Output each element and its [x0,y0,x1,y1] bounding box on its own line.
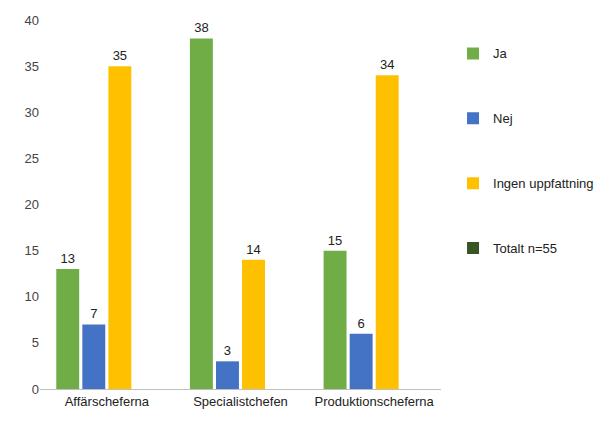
svg-text:Affärscheferna: Affärscheferna [65,394,150,409]
svg-text:34: 34 [380,57,394,72]
svg-text:Specialistchefen: Specialistchefen [193,394,288,409]
svg-text:6: 6 [358,316,365,331]
svg-text:35: 35 [25,59,39,74]
svg-text:7: 7 [90,306,97,321]
svg-text:0: 0 [32,382,39,397]
svg-text:5: 5 [32,335,39,350]
svg-text:38: 38 [194,20,208,35]
svg-text:Nej: Nej [493,111,513,126]
svg-text:35: 35 [113,48,127,63]
svg-text:20: 20 [25,197,39,212]
svg-text:3: 3 [224,343,231,358]
svg-text:Ingen uppfattning: Ingen uppfattning [493,176,593,191]
svg-text:13: 13 [61,251,75,266]
svg-text:14: 14 [246,242,260,257]
svg-text:Totalt n=55: Totalt n=55 [493,241,557,256]
svg-text:15: 15 [328,233,342,248]
svg-text:30: 30 [25,105,39,120]
svg-text:40: 40 [25,13,39,28]
svg-text:25: 25 [25,151,39,166]
svg-text:Produktionscheferna: Produktionscheferna [315,394,435,409]
svg-text:10: 10 [25,289,39,304]
svg-text:Ja: Ja [493,46,508,61]
svg-text:15: 15 [25,243,39,258]
